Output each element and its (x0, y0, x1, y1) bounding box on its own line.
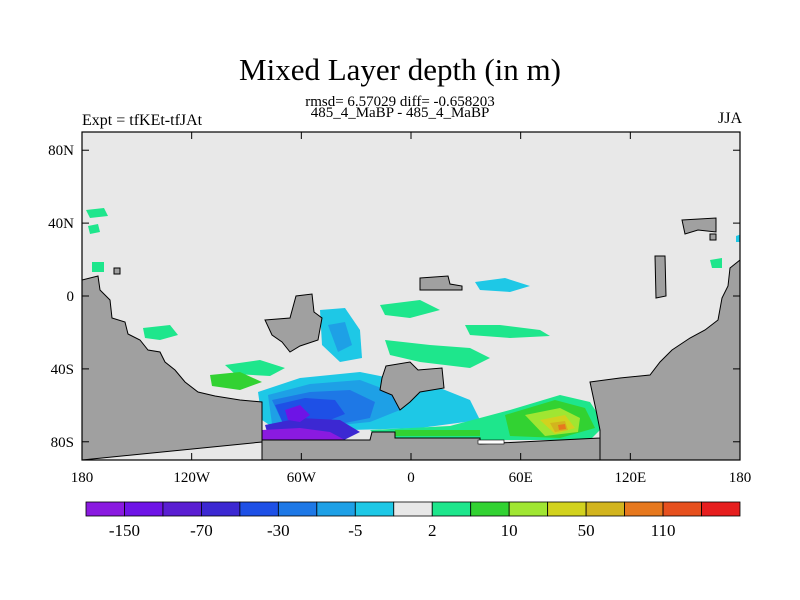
field-pos-2b (380, 300, 440, 318)
page-title: Mixed Layer depth (in m) (239, 52, 561, 87)
colorbar-swatch (470, 501, 510, 517)
colorbar-swatch (316, 501, 356, 517)
colorbar-swatch (701, 501, 741, 517)
land-island-b (681, 217, 717, 235)
colorbar-swatch (508, 501, 549, 517)
experiment-label: Expt = tfKEt-tfJAt (82, 112, 203, 129)
ice-edge (477, 439, 505, 445)
field-neg-5d (736, 234, 740, 242)
x-tick-label: 180 (729, 470, 752, 486)
y-tick-label: 0 (67, 289, 75, 305)
field-pos-2c (465, 325, 550, 338)
colorbar-swatch (624, 501, 664, 517)
land-island-c (113, 267, 121, 275)
field-pos-2i (88, 224, 100, 234)
y-tick-label: 40N (48, 216, 74, 232)
map-area (82, 132, 740, 460)
y-tick-label: 80N (48, 143, 74, 159)
colorbar-swatch (124, 501, 164, 517)
land-south-america (264, 293, 323, 353)
colorbar-label: -150 (109, 521, 140, 540)
x-tick-label: 60E (509, 470, 533, 486)
field-neg-100 (285, 405, 310, 422)
field-pos-strip (395, 430, 480, 436)
field-pos-2l (710, 258, 722, 268)
colorbar-swatch (239, 501, 279, 517)
field-pos-2e (143, 325, 178, 340)
colorbar-label: 50 (578, 521, 595, 540)
field-neg-5c (475, 278, 530, 292)
subtitle: 485_4_MaBP - 485_4_MaBP (310, 105, 490, 121)
x-tick-label: 0 (407, 470, 415, 486)
field-pos-2j (92, 262, 104, 272)
x-tick-label: 180 (71, 470, 94, 486)
stats-line: rmsd= 6.57029 diff= -0.658203 (305, 94, 495, 110)
field-pos-2g (210, 372, 262, 390)
land-west (82, 275, 263, 460)
colorbar-label: 110 (651, 521, 676, 540)
field-pos-2a (385, 340, 490, 368)
colorbar-swatch (393, 501, 433, 517)
colorbar: -150 -70 -30 -5 2 10 50 110 (85, 501, 741, 540)
land-small-island (419, 275, 463, 291)
colorbar-swatch (354, 501, 395, 517)
field-pos-2h (86, 208, 108, 218)
x-tick-label: 120W (173, 470, 211, 486)
colorbar-swatch (585, 501, 625, 517)
colorbar-label: -5 (348, 521, 362, 540)
land-africa (379, 361, 445, 411)
colorbar-swatch (277, 501, 318, 517)
x-axis-ticks: 180 120W 60W 0 60E 120E 180 (71, 132, 752, 486)
land-island-a (654, 255, 667, 299)
colorbar-swatch (662, 501, 702, 517)
x-tick-label: 120E (614, 470, 646, 486)
colorbar-swatch (162, 501, 202, 517)
field-pos-110 (558, 424, 566, 430)
y-tick-label: 80S (51, 435, 74, 451)
colorbar-swatch (431, 501, 472, 517)
colorbar-label: -70 (190, 521, 213, 540)
y-tick-label: 40S (51, 362, 74, 378)
land (82, 217, 740, 460)
colorbar-label: -30 (267, 521, 290, 540)
y-axis-ticks: 80N 40N 0 40S 80S (48, 143, 740, 451)
colorbar-swatch (85, 501, 125, 517)
land-island-d (709, 233, 717, 241)
colorbar-label: 10 (501, 521, 518, 540)
x-tick-label: 60W (287, 470, 317, 486)
colorbar-label: 2 (428, 521, 437, 540)
season-label: JJA (717, 110, 742, 127)
land-east (589, 259, 740, 460)
field-neg-10b (328, 322, 352, 352)
colorbar-swatch (547, 501, 587, 517)
colorbar-swatch (201, 501, 241, 517)
